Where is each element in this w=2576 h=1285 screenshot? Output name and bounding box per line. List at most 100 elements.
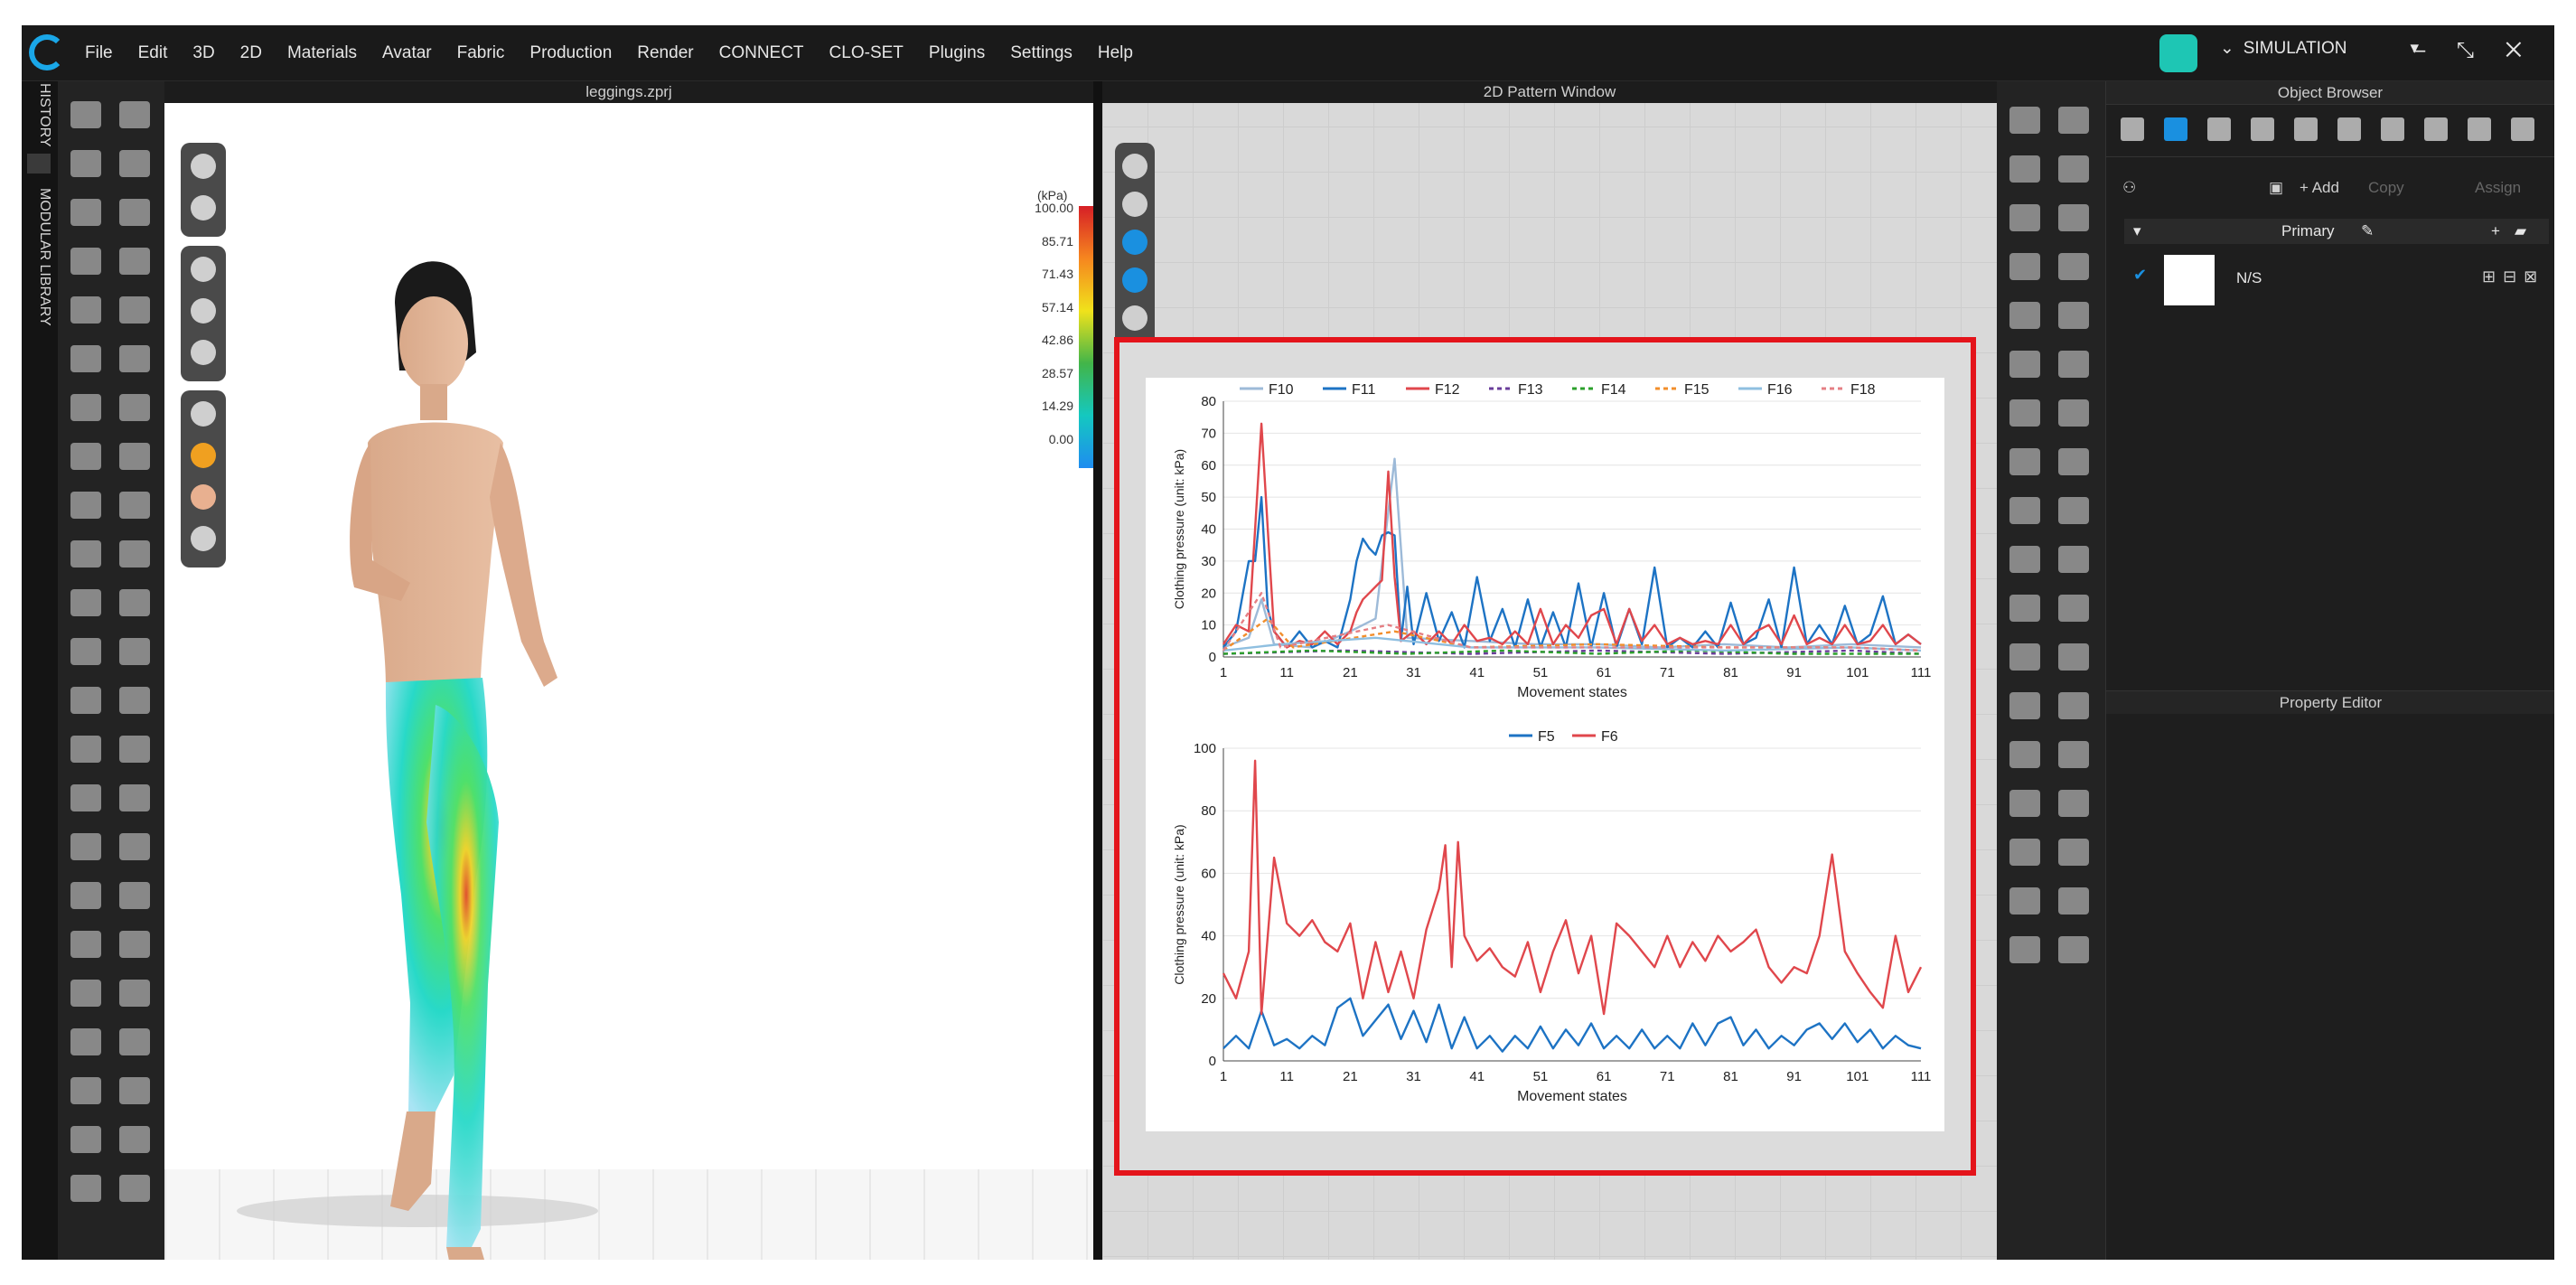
- tool-icon[interactable]: [2058, 643, 2089, 671]
- tool-icon[interactable]: [2009, 399, 2040, 427]
- tool-icon[interactable]: [2009, 351, 2040, 378]
- tool-icon[interactable]: [2058, 741, 2089, 768]
- tool-icon[interactable]: [119, 492, 150, 519]
- tool-icon[interactable]: [119, 394, 150, 421]
- tool-icon[interactable]: [70, 1175, 101, 1202]
- tool-icon[interactable]: [2009, 107, 2040, 134]
- add-button[interactable]: + Add: [2300, 179, 2339, 196]
- tool-icon[interactable]: [2009, 497, 2040, 524]
- tool-icon[interactable]: [2009, 839, 2040, 866]
- menu-item-render[interactable]: Render: [637, 43, 694, 62]
- tool-icon[interactable]: [70, 589, 101, 616]
- tool-icon[interactable]: [2009, 253, 2040, 280]
- tool-icon[interactable]: [2009, 790, 2040, 817]
- tool-icon[interactable]: [119, 101, 150, 128]
- tool-icon[interactable]: [70, 980, 101, 1007]
- fabric-item[interactable]: ✔ N/S ⊞⊟⊠: [2124, 249, 2549, 305]
- tool-icon[interactable]: [119, 736, 150, 763]
- tool-icon[interactable]: [70, 296, 101, 324]
- tool-icon[interactable]: [70, 1028, 101, 1055]
- tool-icon[interactable]: [70, 443, 101, 470]
- tool-icon[interactable]: [2058, 887, 2089, 915]
- object-tab-icon[interactable]: [2121, 117, 2144, 141]
- tool-icon[interactable]: [119, 638, 150, 665]
- tool-icon[interactable]: [70, 687, 101, 714]
- tool-icon[interactable]: [119, 345, 150, 372]
- tool-icon[interactable]: [2058, 448, 2089, 475]
- tool-icon[interactable]: [2058, 399, 2089, 427]
- copy-button[interactable]: Copy: [2368, 179, 2404, 196]
- add-colorway-icon[interactable]: +: [2491, 222, 2500, 239]
- tool-icon[interactable]: [119, 1175, 150, 1202]
- tool-icon[interactable]: [70, 150, 101, 177]
- tool-icon[interactable]: [2009, 936, 2040, 963]
- object-tab-icon[interactable]: [2207, 117, 2231, 141]
- fabric-icon[interactable]: [1122, 267, 1147, 293]
- tool-icon[interactable]: [70, 882, 101, 909]
- menu-item-materials[interactable]: Materials: [286, 43, 358, 62]
- clo-logo-icon[interactable]: [29, 34, 65, 70]
- object-tab-icon[interactable]: [2294, 117, 2318, 141]
- tool-icon[interactable]: [2009, 692, 2040, 719]
- viewport-divider[interactable]: [1093, 81, 1102, 1260]
- tool-icon[interactable]: [119, 882, 150, 909]
- tool-icon[interactable]: [2009, 741, 2040, 768]
- menu-item-production[interactable]: Production: [529, 43, 613, 62]
- skin-icon[interactable]: [191, 484, 216, 510]
- tool-icon[interactable]: [2058, 692, 2089, 719]
- tool-icon[interactable]: [119, 296, 150, 324]
- tool-icon[interactable]: [70, 492, 101, 519]
- tool-icon[interactable]: [2009, 546, 2040, 573]
- simulation-mode-dropdown[interactable]: ⌄ SIMULATION ▾: [2220, 38, 2419, 59]
- tool-icon[interactable]: [2058, 546, 2089, 573]
- menu-item-plugins[interactable]: Plugins: [928, 43, 986, 62]
- item-action-icons[interactable]: ⊞⊟⊠: [2482, 267, 2545, 286]
- menu-item-connect[interactable]: CONNECT: [718, 43, 804, 62]
- tool-icon[interactable]: [2009, 204, 2040, 231]
- tool-icon[interactable]: [119, 833, 150, 860]
- tool-icon[interactable]: [70, 1077, 101, 1104]
- tool-icon[interactable]: [119, 784, 150, 811]
- 3d-viewport[interactable]: leggings.zprj (kPa) 100.00 85.71 71.43 57.1…: [164, 81, 1093, 1260]
- folder-icon[interactable]: ▰: [2515, 222, 2527, 239]
- object-tab-icon[interactable]: [2511, 117, 2534, 141]
- tool-icon[interactable]: [70, 784, 101, 811]
- tool-icon[interactable]: [119, 589, 150, 616]
- tool-icon[interactable]: [2009, 448, 2040, 475]
- tool-icon[interactable]: [70, 736, 101, 763]
- add-fabric-icon[interactable]: ▣: [2269, 179, 2284, 196]
- texture-icon[interactable]: [191, 298, 216, 324]
- menu-item-help[interactable]: Help: [1097, 43, 1133, 62]
- tool-icon[interactable]: [2009, 155, 2040, 183]
- menu-item-edit[interactable]: Edit: [137, 43, 168, 62]
- tool-icon[interactable]: [119, 248, 150, 275]
- tool-icon[interactable]: [119, 1077, 150, 1104]
- menu-item-avatar[interactable]: Avatar: [382, 43, 432, 62]
- tool-icon[interactable]: [119, 199, 150, 226]
- tool-icon[interactable]: [70, 199, 101, 226]
- window-controls[interactable]: – ⤡ ✕: [2412, 38, 2534, 62]
- avatar-icon[interactable]: [191, 340, 216, 365]
- tool-icon[interactable]: [2009, 302, 2040, 329]
- tool-icon[interactable]: [119, 1126, 150, 1153]
- object-tab-icon[interactable]: [2164, 117, 2187, 141]
- object-tab-icon[interactable]: [2381, 117, 2404, 141]
- clo-set-icon[interactable]: [2159, 34, 2197, 72]
- tool-icon[interactable]: [2009, 887, 2040, 915]
- object-tab-icon[interactable]: [2337, 117, 2361, 141]
- tool-icon[interactable]: [2058, 204, 2089, 231]
- tool-icon[interactable]: [70, 394, 101, 421]
- tool-icon[interactable]: [2058, 595, 2089, 622]
- display-avatar-icon[interactable]: [191, 154, 216, 179]
- modular-library-tab[interactable]: MODULAR LIBRARY: [37, 188, 52, 326]
- tool-icon[interactable]: [2058, 351, 2089, 378]
- tool-icon[interactable]: [2058, 790, 2089, 817]
- menu-item-clo-set[interactable]: CLO-SET: [829, 43, 904, 62]
- shirt-icon[interactable]: [191, 257, 216, 282]
- history-tab[interactable]: HISTORY: [37, 83, 52, 147]
- tool-icon[interactable]: [2058, 155, 2089, 183]
- tool-icon[interactable]: [70, 345, 101, 372]
- edit-pencil-icon[interactable]: ✎: [2361, 222, 2375, 239]
- pressure-map-icon[interactable]: [191, 443, 216, 468]
- shirt-view-icon[interactable]: [191, 401, 216, 427]
